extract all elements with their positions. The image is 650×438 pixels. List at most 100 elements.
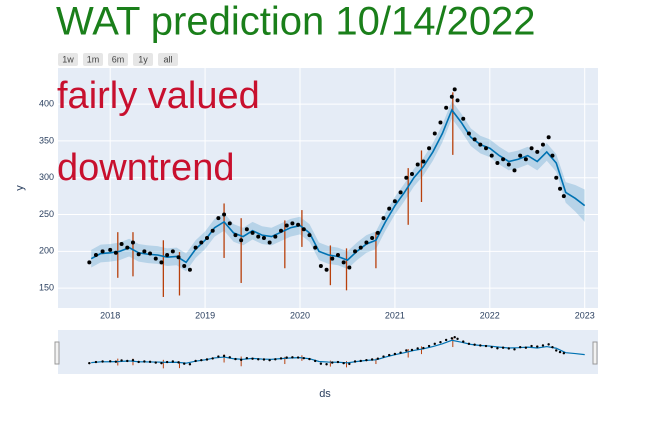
slider-data-point	[171, 360, 175, 363]
slider-data-point	[439, 340, 442, 344]
slider-data-point	[530, 344, 533, 348]
slider-data-point	[114, 360, 118, 363]
slider-data-point	[131, 358, 135, 362]
data-point	[330, 256, 335, 261]
data-point	[540, 142, 545, 147]
y-tick-label: 150	[39, 282, 54, 292]
data-point	[279, 228, 284, 233]
slider-data-point	[183, 362, 186, 365]
slider-data-point	[222, 354, 226, 358]
slider-data-point	[154, 361, 157, 364]
range-button[interactable]	[83, 53, 103, 66]
data-point	[170, 249, 175, 254]
y-tick-label: 300	[39, 172, 54, 182]
x-tick-label: 2020	[290, 310, 310, 320]
range-button-label[interactable]: 1m	[87, 54, 100, 64]
data-point	[546, 135, 551, 140]
slider-handle[interactable]	[592, 341, 598, 365]
data-point	[484, 146, 489, 151]
range-button[interactable]	[58, 53, 78, 66]
data-point	[554, 175, 559, 180]
range-button[interactable]	[133, 53, 153, 66]
slider-data-point	[388, 353, 391, 357]
slider-data-point	[405, 349, 408, 352]
data-point	[404, 175, 409, 180]
slider-data-point	[245, 356, 249, 360]
slider-data-point	[433, 342, 436, 346]
data-point	[518, 153, 523, 158]
data-point	[478, 142, 483, 147]
data-point	[136, 252, 141, 257]
slider-data-point	[353, 360, 357, 363]
range-button-label[interactable]: all	[163, 54, 172, 64]
slider-data-point	[422, 346, 425, 350]
data-point	[550, 153, 555, 158]
data-point	[159, 260, 164, 265]
data-point	[375, 230, 380, 235]
range-button-label[interactable]: 6m	[112, 54, 125, 64]
data-point	[535, 149, 540, 154]
slider-data-point	[562, 352, 566, 355]
data-point	[358, 245, 363, 250]
slider-data-point	[228, 356, 231, 359]
slider-data-point	[291, 356, 294, 359]
data-point	[398, 190, 403, 195]
data-point	[489, 153, 494, 158]
slider-data-point	[370, 358, 374, 361]
slider-data-point	[490, 345, 493, 349]
slider-data-point	[217, 355, 220, 358]
data-point	[148, 251, 153, 256]
x-tick-label: 2018	[100, 310, 120, 320]
annotation: fairly valued	[57, 75, 260, 117]
data-point	[318, 264, 323, 269]
data-point	[381, 216, 386, 221]
x-axis-label: ds	[319, 388, 331, 400]
slider-data-point	[205, 358, 209, 361]
data-point	[296, 222, 301, 227]
range-button-label[interactable]: 1y	[138, 54, 148, 64]
data-point	[222, 212, 227, 217]
data-point	[444, 105, 449, 110]
slider-data-point	[513, 348, 516, 351]
slider-data-point	[456, 337, 459, 341]
slider-data-point	[279, 357, 283, 360]
range-button-label[interactable]: 1w	[62, 54, 74, 64]
slider-data-point	[536, 345, 539, 348]
slider-data-point	[462, 340, 465, 343]
data-point	[125, 245, 130, 250]
data-point	[153, 256, 158, 261]
slider-data-point	[313, 359, 317, 363]
range-button[interactable]	[108, 53, 128, 66]
data-point	[461, 116, 466, 121]
data-point	[335, 252, 340, 257]
slider-data-point	[285, 356, 288, 359]
plot-area	[58, 68, 598, 308]
data-point	[370, 236, 375, 241]
slider-data-point	[524, 346, 528, 349]
slider-handle[interactable]	[54, 341, 60, 365]
slider-data-point	[308, 357, 311, 361]
annotation: downtrend	[57, 147, 234, 189]
slider-data-point	[359, 359, 362, 363]
data-point	[512, 168, 517, 173]
range-button[interactable]	[158, 53, 178, 66]
data-point	[529, 146, 534, 151]
slider-data-point	[94, 360, 98, 364]
slider-data-point	[382, 355, 385, 358]
slider-data-point	[257, 358, 260, 361]
slider-data-point	[165, 360, 169, 364]
data-point	[119, 241, 124, 246]
range-slider[interactable]	[58, 330, 598, 374]
slider-data-point	[501, 346, 505, 349]
data-point	[347, 265, 352, 270]
data-point	[87, 260, 92, 265]
data-point	[415, 162, 420, 167]
slider-data-point	[251, 357, 254, 360]
slider-data-point	[547, 343, 550, 346]
data-point	[523, 157, 528, 162]
data-point	[193, 245, 198, 250]
slider-data-point	[148, 360, 152, 364]
slider-data-point	[453, 336, 456, 339]
slider-data-point	[268, 358, 271, 362]
data-point	[449, 94, 454, 99]
